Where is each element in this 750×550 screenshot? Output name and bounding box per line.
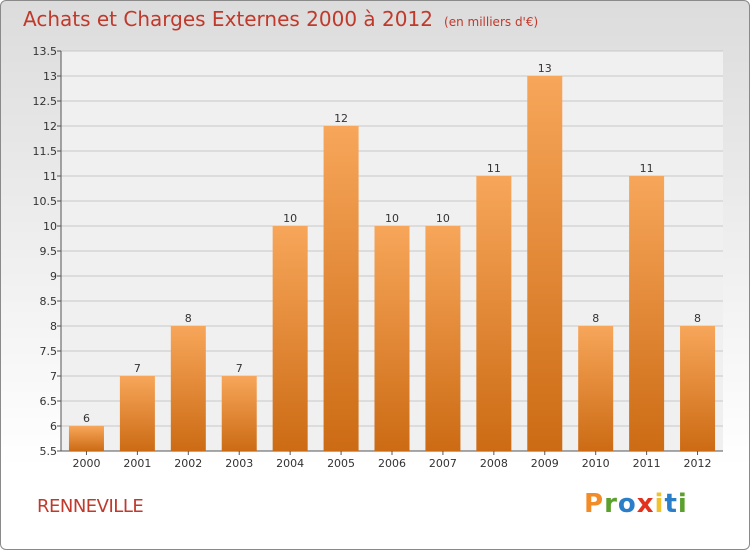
x-tick-label: 2010 [582, 457, 610, 470]
data-label: 12 [334, 112, 348, 125]
data-label: 13 [538, 62, 552, 75]
y-tick-label: 11 [43, 170, 57, 183]
x-tick-label: 2001 [123, 457, 151, 470]
proxiti-logo: Proxiti [584, 489, 688, 519]
bar [170, 326, 206, 451]
bar [629, 176, 665, 451]
x-tick-label: 2004 [276, 457, 304, 470]
y-tick-label: 6.5 [40, 395, 58, 408]
data-label: 10 [283, 212, 297, 225]
data-label: 7 [134, 362, 141, 375]
x-tick-label: 2007 [429, 457, 457, 470]
brand-letter: P [584, 489, 605, 519]
data-label: 8 [592, 312, 599, 325]
y-tick-label: 5.5 [40, 445, 58, 458]
bar [425, 226, 461, 451]
bar [119, 376, 155, 451]
data-label: 6 [83, 412, 90, 425]
y-tick-label: 11.5 [33, 145, 58, 158]
y-tick-label: 9.5 [40, 245, 58, 258]
y-tick-label: 12.5 [33, 95, 58, 108]
brand-letter: i [677, 489, 688, 519]
bar [527, 76, 563, 451]
y-tick-label: 7.5 [40, 345, 58, 358]
y-tick-label: 12 [43, 120, 57, 133]
y-tick-label: 8 [50, 320, 57, 333]
data-label: 8 [694, 312, 701, 325]
bar [578, 326, 614, 451]
x-tick-label: 2008 [480, 457, 508, 470]
title-text: Achats et Charges Externes 2000 à 2012 [23, 7, 433, 31]
data-label: 10 [436, 212, 450, 225]
chart-title: Achats et Charges Externes 2000 à 2012 (… [23, 7, 538, 31]
x-tick-label: 2012 [684, 457, 712, 470]
bar [68, 426, 104, 451]
y-tick-label: 9 [50, 270, 57, 283]
data-label: 7 [236, 362, 243, 375]
y-tick-label: 6 [50, 420, 57, 433]
x-tick-label: 2005 [327, 457, 355, 470]
x-tick-label: 2003 [225, 457, 253, 470]
brand-letter: x [636, 489, 655, 519]
x-tick-label: 2002 [174, 457, 202, 470]
bar [680, 326, 716, 451]
title-unit: (en milliers d'€) [444, 15, 539, 29]
x-tick-label: 2011 [633, 457, 661, 470]
bar [323, 126, 359, 451]
x-tick-label: 2006 [378, 457, 406, 470]
y-tick-label: 8.5 [40, 295, 58, 308]
data-label: 10 [385, 212, 399, 225]
x-tick-label: 2000 [72, 457, 100, 470]
y-tick-label: 7 [50, 370, 57, 383]
data-label: 8 [185, 312, 192, 325]
y-tick-label: 13.5 [33, 45, 58, 58]
y-tick-label: 10.5 [33, 195, 58, 208]
y-tick-label: 13 [43, 70, 57, 83]
brand-letter: r [604, 489, 618, 519]
data-label: 11 [640, 162, 654, 175]
y-tick-label: 10 [43, 220, 57, 233]
x-tick-label: 2009 [531, 457, 559, 470]
brand-letter: t [664, 489, 678, 519]
bar [221, 376, 257, 451]
bar [272, 226, 308, 451]
commune-name: RENNEVILLE [37, 496, 144, 517]
bar [374, 226, 410, 451]
brand-letter: o [617, 489, 637, 519]
bar [476, 176, 512, 451]
data-label: 11 [487, 162, 501, 175]
brand-letter: i [654, 489, 665, 519]
